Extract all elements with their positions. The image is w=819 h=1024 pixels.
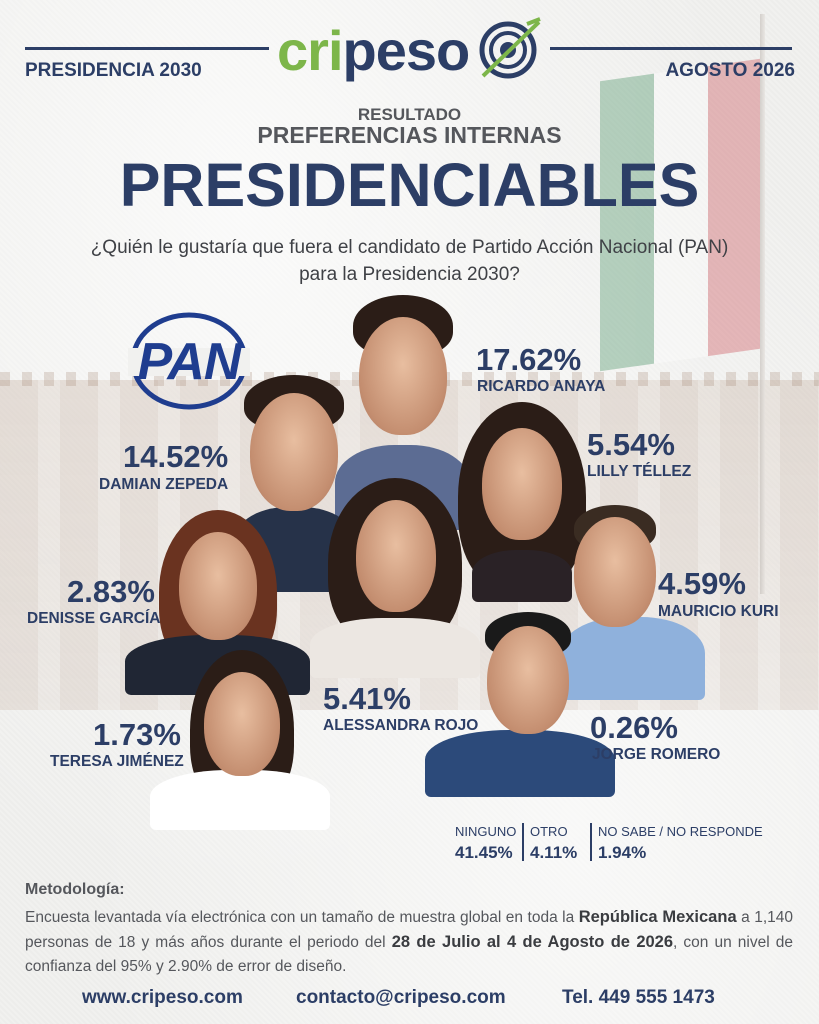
stat-nosabe-label: NO SABE / NO RESPONDE <box>598 824 763 839</box>
stat-ninguno-value: 41.45% <box>455 843 513 862</box>
pan-logo-text: PAN <box>137 333 242 391</box>
title-kicker: RESULTADO <box>357 105 462 124</box>
header-right-label: AGOSTO 2026 <box>665 60 795 81</box>
pct-mauricio-kuri: 4.59% <box>658 566 746 601</box>
portrait-denisse-garcia <box>125 510 310 695</box>
pct-teresa-jimenez: 1.73% <box>93 717 181 752</box>
methodology-text-a: Encuesta levantada vía electrónica con u… <box>25 909 579 926</box>
methodology-bold-a: República Mexicana <box>578 908 737 926</box>
title-subtitle: PREFERENCIAS INTERNAS <box>257 122 562 148</box>
brand-wordmark: cripeso <box>277 23 470 79</box>
pct-ricardo-anaya: 17.62% <box>476 342 582 377</box>
methodology-bold-b: 28 de Julio al 4 de Agosto de 2026 <box>391 933 674 951</box>
pct-alessandra-rojo: 5.41% <box>323 681 411 716</box>
name-jorge-romero: JORGE ROMERO <box>592 746 721 763</box>
methodology-text-c: , con un nivel de confianza del 95% y 2.… <box>25 934 793 975</box>
header-rule-right <box>550 47 792 50</box>
name-alessandra-rojo: ALESSANDRA ROJO <box>323 717 479 734</box>
stat-divider <box>590 823 592 861</box>
methodology-text-b: a 1,140 personas de 18 y más años durant… <box>25 909 793 951</box>
brand-wordmark-part1: cri <box>277 19 343 82</box>
survey-question-line1: ¿Quién le gustaría que fuera el candidat… <box>90 237 729 258</box>
footer-phone[interactable]: Tel. 449 555 1473 <box>562 987 715 1008</box>
pan-ring-icon <box>128 312 250 410</box>
stat-otro-label: OTRO <box>530 824 568 839</box>
name-mauricio-kuri: MAURICIO KURI <box>658 603 779 620</box>
name-denisse-garcia: DENISSE GARCÍA <box>27 610 161 627</box>
name-damian-zepeda: DAMIAN ZEPEDA <box>99 476 229 493</box>
name-ricardo-anaya: RICARDO ANAYA <box>477 378 606 395</box>
pct-damian-zepeda: 14.52% <box>123 439 229 474</box>
pct-denisse-garcia: 2.83% <box>67 574 155 609</box>
portrait-alessandra-rojo <box>310 478 480 678</box>
header-left-label: PRESIDENCIA 2030 <box>25 60 202 81</box>
name-teresa-jimenez: TERESA JIMÉNEZ <box>50 753 184 770</box>
stat-otro-value: 4.11% <box>530 843 578 862</box>
stat-nosabe-value: 1.94% <box>598 843 647 862</box>
methodology-text: Encuesta levantada vía electrónica con u… <box>25 905 793 979</box>
portrait-lilly-tellez <box>452 402 592 602</box>
page-title: PRESIDENCIABLES <box>119 151 700 219</box>
flag-pole <box>760 14 765 594</box>
brand-wordmark-part2: peso <box>342 19 471 82</box>
stat-ninguno-label: NINGUNO <box>455 824 517 839</box>
portrait-jorge-romero <box>425 612 615 797</box>
stat-divider <box>522 823 524 861</box>
survey-question: ¿Quién le gustaría que fuera el candidat… <box>40 234 779 288</box>
portrait-mauricio-kuri <box>560 505 705 700</box>
name-lilly-tellez: LILLY TÉLLEZ <box>587 463 692 480</box>
footer-website-link[interactable]: www.cripeso.com <box>82 987 243 1008</box>
survey-question-line2: para la Presidencia 2030? <box>299 264 520 285</box>
pan-party-logo: PAN <box>128 310 250 412</box>
footer-email-link[interactable]: contacto@cripeso.com <box>296 987 506 1008</box>
target-icon <box>479 17 541 79</box>
pct-lilly-tellez: 5.54% <box>587 427 675 462</box>
header-rule-left <box>25 47 269 50</box>
portrait-teresa-jimenez <box>150 650 330 830</box>
methodology-title: Metodología: <box>25 881 125 898</box>
pct-jorge-romero: 0.26% <box>590 710 678 745</box>
brand-logo: cripeso <box>277 16 542 86</box>
